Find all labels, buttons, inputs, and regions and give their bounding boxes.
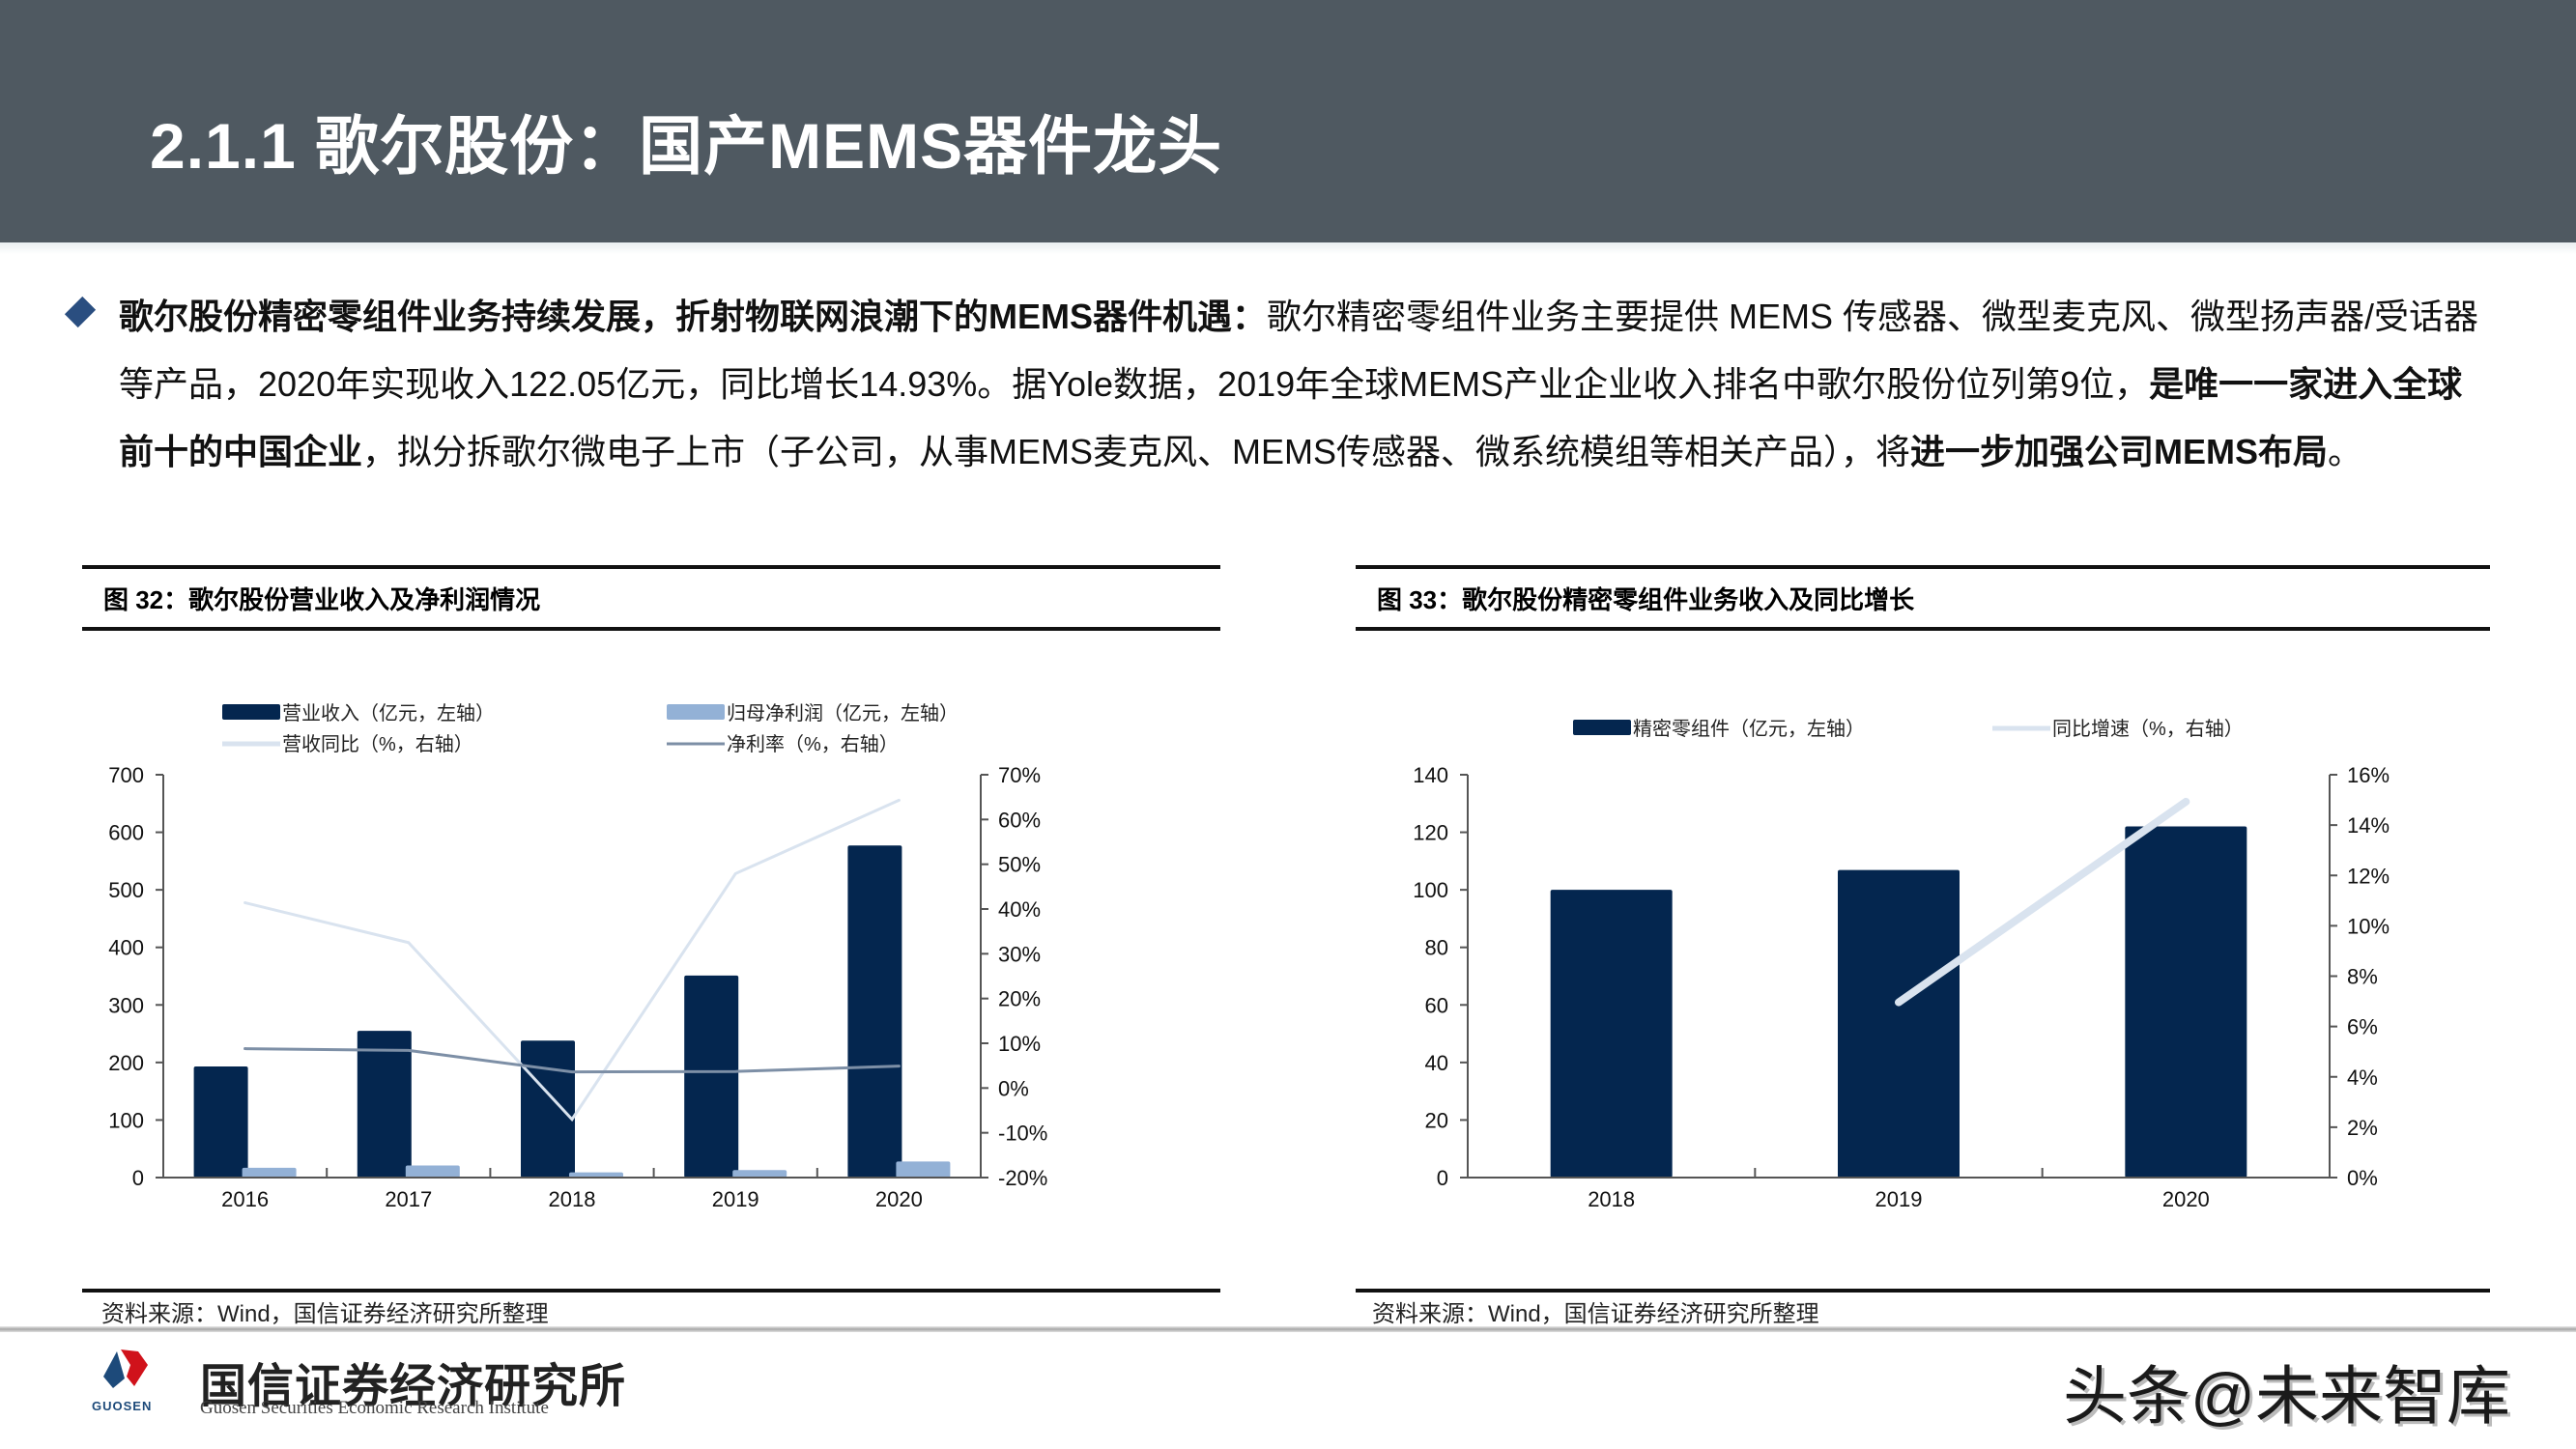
x-axis-label: 2020 xyxy=(875,1187,923,1211)
right-axis-tick: 40% xyxy=(998,897,1041,922)
left-axis-tick: 100 xyxy=(108,1108,144,1132)
bar xyxy=(242,1167,297,1178)
right-axis-tick: 10% xyxy=(2347,914,2390,938)
logo-cn-name: 国信证券经济研究所 xyxy=(200,1359,627,1413)
left-axis-tick: 0 xyxy=(1437,1166,1448,1190)
paragraph-text-2: ，拟分拆歌尔微电子上市（子公司，从事MEMS麦克风、MEMS传感器、微系统模组等… xyxy=(362,432,1911,471)
x-axis-label: 2019 xyxy=(712,1187,759,1211)
bar xyxy=(357,1031,412,1178)
x-axis-label: 2018 xyxy=(1588,1187,1635,1211)
line-series xyxy=(243,1047,901,1074)
left-axis-tick: 100 xyxy=(1413,878,1448,902)
left-axis-tick: 0 xyxy=(132,1166,144,1190)
x-axis-label: 2016 xyxy=(221,1187,269,1211)
bar xyxy=(732,1170,787,1178)
right-axis-tick: 0% xyxy=(2347,1166,2378,1190)
right-axis-tick: 14% xyxy=(2347,813,2390,838)
figure-32-source-rule xyxy=(82,1289,1220,1293)
figure-33-source: 资料来源：Wind，国信证券经济研究所整理 xyxy=(1372,1301,1819,1327)
right-axis-tick: 4% xyxy=(2347,1065,2378,1090)
left-axis-tick: 80 xyxy=(1425,936,1448,960)
left-axis-tick: 140 xyxy=(1413,763,1448,787)
right-axis-tick: 2% xyxy=(2347,1116,2378,1140)
x-axis-label: 2020 xyxy=(2162,1187,2210,1211)
bar xyxy=(847,845,902,1178)
x-axis-label: 2017 xyxy=(385,1187,432,1211)
right-axis-tick: 50% xyxy=(998,853,1041,877)
slide-title: 2.1.1 歌尔股份：国产MEMS器件龙头 xyxy=(150,110,1223,182)
bar xyxy=(684,975,739,1178)
right-axis-tick: 20% xyxy=(998,987,1041,1011)
left-axis-tick: 40 xyxy=(1425,1051,1448,1075)
paragraph-end: 。 xyxy=(2328,432,2363,471)
left-axis-tick: 120 xyxy=(1413,821,1448,845)
right-axis-tick: 0% xyxy=(998,1076,1029,1100)
bar xyxy=(193,1066,248,1178)
paragraph-tail: 进一步加强公司MEMS布局 xyxy=(1910,432,2329,471)
header-shadow xyxy=(0,242,2576,254)
paragraph-text-1: 歌尔精密零组件业务主要提供 MEMS 传感器、微型麦克风、微型扬声器/受话器等产… xyxy=(119,297,2479,404)
bar xyxy=(1550,890,1673,1178)
left-axis-tick: 500 xyxy=(108,878,144,902)
guosen-logo: GUOSEN 国信证券经济研究所 Guosen Securities Econo… xyxy=(92,1348,633,1425)
left-axis-tick: 60 xyxy=(1425,993,1448,1017)
bar xyxy=(1838,869,1960,1178)
left-axis-tick: 600 xyxy=(108,821,144,845)
bar xyxy=(405,1165,460,1178)
bar xyxy=(521,1040,575,1178)
paragraph-highlight: 是唯一一家进入全球前十的中国企业 xyxy=(119,364,2463,471)
right-axis-tick: -20% xyxy=(998,1166,1047,1190)
bar xyxy=(569,1172,623,1178)
figure-32-caption: 图 32：歌尔股份营业收入及净利润情况 xyxy=(103,585,541,614)
legend-label: 净利率（%，右轴） xyxy=(727,733,899,755)
bar xyxy=(896,1161,951,1178)
logo-en-name: Guosen Securities Economic Research Inst… xyxy=(200,1398,549,1418)
legend-label: 营业收入（亿元，左轴） xyxy=(282,702,495,724)
right-axis-tick: -10% xyxy=(998,1122,1047,1146)
figure-33-caption-bar: 图 33：歌尔股份精密零组件业务收入及同比增长 xyxy=(1356,565,2490,631)
legend-label: 同比增速（%，右轴） xyxy=(2052,718,2244,740)
legend-label: 营收同比（%，右轴） xyxy=(282,733,473,755)
left-axis-tick: 700 xyxy=(108,763,144,787)
right-axis-tick: 10% xyxy=(998,1032,1041,1056)
summary-paragraph: 歌尔股份精密零组件业务持续发展，折射物联网浪潮下的MEMS器件机遇：歌尔精密零组… xyxy=(119,283,2496,486)
footer-divider xyxy=(0,1326,2576,1332)
left-axis-tick: 20 xyxy=(1425,1108,1448,1132)
figure-33-source-rule xyxy=(1356,1289,2490,1293)
right-axis-tick: 8% xyxy=(2347,965,2378,989)
right-axis-tick: 16% xyxy=(2347,763,2390,787)
logo-brand: GUOSEN xyxy=(92,1399,153,1413)
left-axis-tick: 400 xyxy=(108,936,144,960)
line-series xyxy=(243,798,901,1122)
legend-label: 归母净利润（亿元，左轴） xyxy=(727,702,959,724)
guosen-logo-mark-icon xyxy=(103,1350,148,1388)
diamond-bullet-icon xyxy=(64,296,97,328)
paragraph-lead: 歌尔股份精密零组件业务持续发展，折射物联网浪潮下的MEMS器件机遇： xyxy=(119,297,1268,336)
line-series xyxy=(1895,797,2190,1007)
slide-header: 2.1.1 歌尔股份：国产MEMS器件龙头 xyxy=(0,0,2576,242)
right-axis-tick: 6% xyxy=(2347,1015,2378,1039)
legend-label: 精密零组件（亿元，左轴） xyxy=(1633,718,1865,740)
watermark: 头条@未来智库 xyxy=(2063,1360,2510,1432)
left-axis-tick: 300 xyxy=(108,993,144,1017)
right-axis-tick: 60% xyxy=(998,808,1041,832)
figure-33-caption: 图 33：歌尔股份精密零组件业务收入及同比增长 xyxy=(1377,585,1915,614)
x-axis-label: 2018 xyxy=(549,1187,596,1211)
left-axis-tick: 200 xyxy=(108,1051,144,1075)
x-axis-label: 2019 xyxy=(1875,1187,1923,1211)
right-axis-tick: 12% xyxy=(2347,864,2390,888)
right-axis-tick: 70% xyxy=(998,763,1041,787)
right-axis-tick: 30% xyxy=(998,942,1041,966)
figure-32-caption-bar: 图 32：歌尔股份营业收入及净利润情况 xyxy=(82,565,1220,631)
bar xyxy=(2125,826,2247,1178)
figure-32-source: 资料来源：Wind，国信证券经济研究所整理 xyxy=(101,1301,549,1327)
